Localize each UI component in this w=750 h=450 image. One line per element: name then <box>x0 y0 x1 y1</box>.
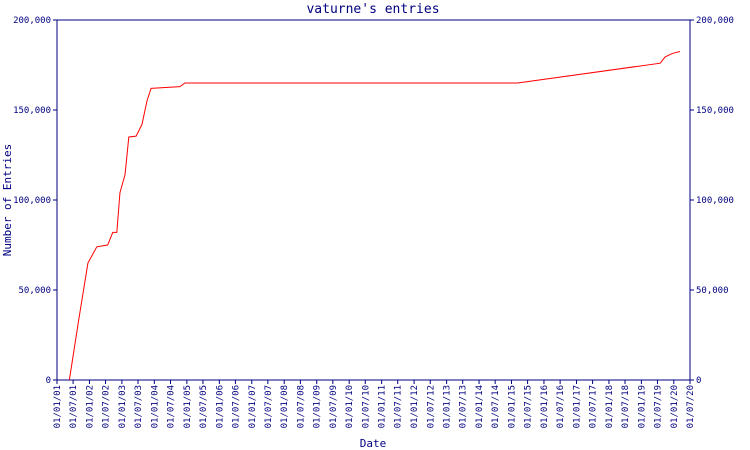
x-tick-label: 01/07/18 <box>621 385 631 428</box>
x-tick-label: 01/07/05 <box>199 385 209 428</box>
y-tick-label: 0 <box>46 376 51 386</box>
x-tick-label: 01/01/19 <box>637 385 647 428</box>
x-tick-label: 01/01/16 <box>540 385 550 428</box>
x-tick-label: 01/01/14 <box>475 385 485 428</box>
x-tick-label: 01/01/11 <box>378 385 388 428</box>
x-tick-label: 01/07/20 <box>686 385 696 428</box>
y-tick-label: 200,000 <box>13 16 51 26</box>
data-line <box>68 51 681 381</box>
x-tick-label: 01/07/01 <box>69 385 79 428</box>
x-tick-label: 01/07/19 <box>653 385 663 428</box>
x-tick-label: 01/07/14 <box>491 385 501 428</box>
x-tick-label: 01/01/15 <box>508 385 518 428</box>
x-tick-label: 01/01/13 <box>443 385 453 428</box>
y2-tick-label: 50,000 <box>696 286 729 296</box>
x-tick-label: 01/01/05 <box>183 385 193 428</box>
y-tick-label: 150,000 <box>13 106 51 116</box>
x-tick-label: 01/01/08 <box>280 385 290 428</box>
x-tick-label: 01/07/15 <box>524 385 534 428</box>
x-tick-label: 01/07/06 <box>231 385 241 428</box>
x-tick-label: 01/01/06 <box>215 385 225 428</box>
y2-tick-label: 200,000 <box>696 16 734 26</box>
x-tick-label: 01/07/04 <box>167 385 177 428</box>
x-tick-label: 01/07/02 <box>102 385 112 428</box>
y2-tick-label: 150,000 <box>696 106 734 116</box>
x-tick-label: 01/01/02 <box>85 385 95 428</box>
x-tick-label: 01/01/17 <box>572 385 582 428</box>
x-tick-label: 01/01/20 <box>670 385 680 428</box>
y-tick-label: 50,000 <box>18 286 51 296</box>
x-tick-label: 01/01/09 <box>313 385 323 428</box>
x-tick-label: 01/07/09 <box>329 385 339 428</box>
y-tick-label: 100,000 <box>13 196 51 206</box>
x-tick-label: 01/07/12 <box>426 385 436 428</box>
y2-tick-label: 100,000 <box>696 196 734 206</box>
x-tick-label: 01/07/17 <box>589 385 599 428</box>
x-tick-label: 01/01/03 <box>118 385 128 428</box>
x-tick-label: 01/07/16 <box>556 385 566 428</box>
x-tick-label: 01/07/08 <box>296 385 306 428</box>
x-tick-label: 01/01/07 <box>248 385 258 428</box>
x-tick-label: 01/07/07 <box>264 385 274 428</box>
y2-tick-label: 0 <box>696 376 701 386</box>
x-tick-label: 01/01/10 <box>345 385 355 428</box>
chart-title: vaturne's entries <box>306 2 439 17</box>
x-tick-label: 01/01/01 <box>53 385 63 428</box>
x-tick-label: 01/01/04 <box>150 385 160 428</box>
x-tick-label: 01/01/18 <box>605 385 615 428</box>
x-tick-label: 01/07/11 <box>394 385 404 428</box>
x-tick-label: 01/07/03 <box>134 385 144 428</box>
x-axis-label: Date <box>360 437 387 450</box>
x-tick-label: 01/01/12 <box>410 385 420 428</box>
y-axis-label: Number of Entries <box>1 144 14 257</box>
x-tick-label: 01/07/10 <box>361 385 371 428</box>
x-tick-label: 01/07/13 <box>459 385 469 428</box>
